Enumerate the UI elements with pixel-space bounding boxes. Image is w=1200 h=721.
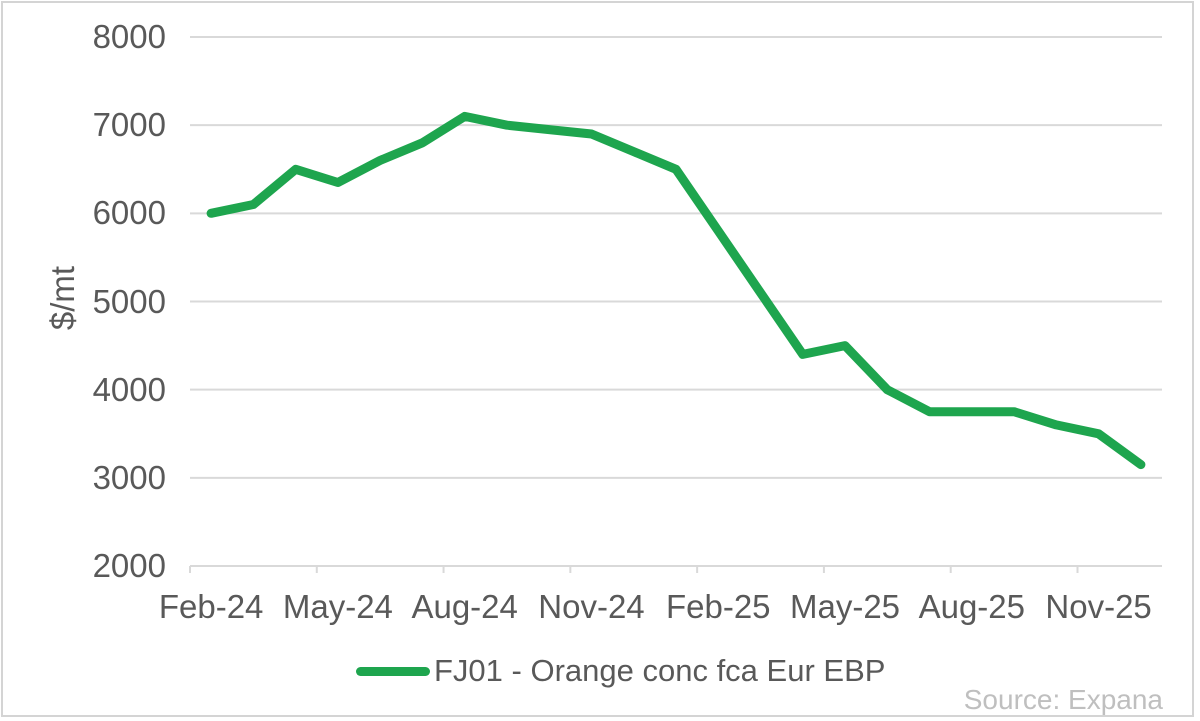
x-tick-label: May-25 [790, 588, 901, 625]
x-tick-label: Feb-24 [158, 588, 264, 625]
x-tick-label: Nov-24 [538, 588, 645, 625]
y-tick-label: 7000 [92, 106, 166, 144]
source-credit: Source: Expana [963, 684, 1163, 715]
y-tick-label: 4000 [92, 370, 166, 408]
legend: FJ01 - Orange conc fca Eur EBP [356, 651, 885, 691]
y-tick-label: 2000 [92, 547, 166, 584]
price-line [206, 111, 1146, 470]
y-tick-label: 5000 [92, 282, 166, 320]
x-tick-label: Feb-25 [665, 588, 771, 625]
x-tick-label: Aug-24 [411, 588, 518, 625]
x-tick-label: Aug-25 [918, 588, 1026, 625]
legend-line-swatch [356, 666, 430, 676]
y-tick-label: 8000 [92, 18, 166, 55]
y-tick-label: 3000 [92, 458, 166, 496]
y-tick-label: 6000 [92, 194, 166, 232]
x-tick-label: May-24 [282, 588, 393, 625]
legend-label: FJ01 - Orange conc fca Eur EBP [434, 653, 886, 688]
x-tick-label: Nov-25 [1045, 588, 1152, 625]
